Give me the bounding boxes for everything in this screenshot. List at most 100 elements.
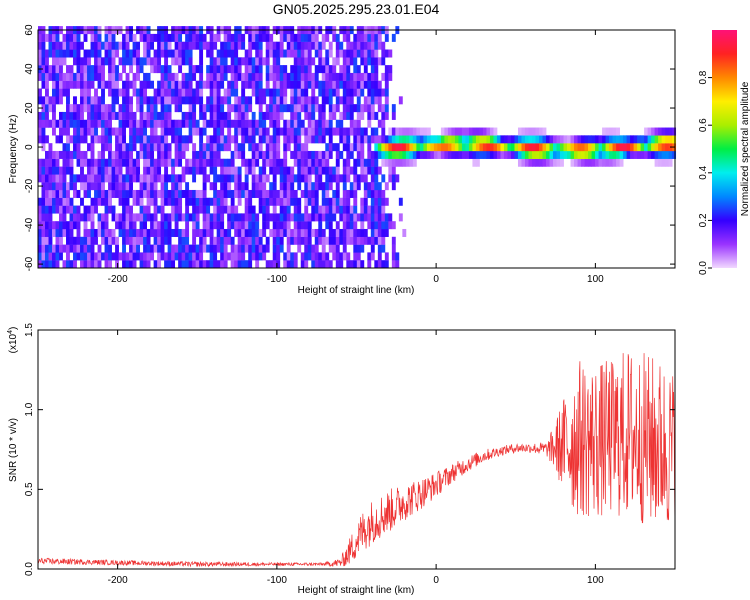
heatmap-cell [346, 33, 351, 42]
heatmap-cell [52, 244, 56, 253]
heatmap-cell [230, 244, 235, 253]
heatmap-cell [164, 80, 169, 89]
heatmap-cell [41, 189, 46, 198]
heatmap-cell [52, 49, 56, 58]
heatmap-cell [199, 158, 204, 167]
heatmap-cell [395, 158, 400, 167]
heatmap-cell [188, 65, 193, 74]
heatmap-cell [223, 252, 228, 261]
heatmap-cell [101, 143, 105, 152]
heatmap-cell [132, 57, 137, 66]
heatmap-cell [430, 135, 435, 144]
heatmap-cell [178, 104, 183, 113]
heatmap-cell [55, 228, 60, 237]
heatmap-cell [62, 197, 67, 206]
heatmap-cell [171, 228, 176, 237]
heatmap-cell [122, 213, 126, 222]
heatmap-cell [157, 41, 162, 50]
heatmap-cell [563, 150, 568, 159]
heatmap-cell [381, 104, 386, 113]
heatmap-cell [325, 72, 330, 81]
heatmap-cell [185, 182, 190, 191]
heatmap-cell [104, 33, 109, 42]
heatmap-cell [304, 205, 309, 214]
heatmap-cell [125, 166, 130, 175]
heatmap-cell [48, 96, 53, 105]
heatmap-cell [482, 143, 487, 152]
heatmap-cell [150, 33, 155, 42]
heatmap-cell [560, 143, 564, 152]
heatmap-cell [335, 104, 340, 113]
heatmap-cell [101, 150, 105, 159]
heatmap-cell [342, 158, 347, 167]
heatmap-cell [139, 197, 144, 206]
heatmap-cell [482, 135, 487, 144]
heatmap-cell [279, 65, 284, 74]
heatmap-cell [384, 221, 389, 230]
heatmap-cell [290, 80, 295, 89]
heatmap-cell [181, 189, 186, 198]
heatmap-cell [353, 182, 358, 191]
heatmap-cell [321, 236, 326, 245]
heatmap-cell [279, 174, 284, 183]
heatmap-cell [55, 166, 60, 175]
heatmap-cell [335, 88, 340, 97]
heatmap-cell [321, 260, 326, 269]
heatmap-cell [279, 205, 284, 214]
heatmap-cell [199, 236, 204, 245]
heatmap-cell [118, 88, 123, 97]
heatmap-cell [370, 135, 375, 144]
heatmap-cell [258, 228, 263, 237]
heatmap-cell [66, 119, 70, 128]
heatmap-cell [167, 88, 172, 97]
heatmap-cell [560, 158, 564, 167]
heatmap-cell [143, 143, 147, 152]
heatmap-cell [293, 41, 298, 50]
heatmap-cell [286, 182, 291, 191]
heatmap-cell [181, 260, 186, 269]
heatmap-cell [374, 228, 379, 237]
heatmap-cell [353, 57, 358, 66]
heatmap-cell [272, 111, 277, 120]
heatmap-cell [304, 96, 309, 105]
heatmap-cell [94, 33, 98, 42]
heatmap-cell [167, 150, 172, 159]
heatmap-cell [314, 260, 319, 269]
heatmap-cell [395, 174, 400, 183]
heatmap-cell [157, 158, 162, 167]
heatmap-cell [83, 244, 88, 253]
heatmap-cell [150, 252, 155, 261]
heatmap-cell [356, 228, 361, 237]
heatmap-cell [115, 189, 119, 198]
heatmap-cell [342, 221, 347, 230]
heatmap-cell [237, 143, 242, 152]
heatmap-cell [94, 57, 98, 66]
heatmap-cell [279, 244, 284, 253]
heatmap-cell [307, 96, 312, 105]
heatmap-cell [332, 197, 337, 206]
heatmap-cell [209, 244, 214, 253]
heatmap-cell [486, 150, 491, 159]
heatmap-cell [97, 111, 102, 120]
heatmap-cell [346, 49, 351, 58]
heatmap-cell [206, 143, 211, 152]
heatmap-cell [521, 158, 526, 167]
heatmap-cell [192, 197, 197, 206]
heatmap-cell [66, 65, 70, 74]
heatmap-cell [297, 96, 302, 105]
heatmap-cell [342, 104, 347, 113]
heatmap-cell [332, 213, 337, 222]
heatmap-cell [139, 119, 144, 128]
heatmap-cell [62, 228, 67, 237]
heatmap-cell [174, 80, 179, 89]
heatmap-cell [332, 236, 337, 245]
heatmap-cell [248, 135, 253, 144]
heatmap-cell [423, 127, 428, 136]
heatmap-cell [241, 41, 246, 50]
heatmap-cell [143, 182, 147, 191]
heatmap-cell [178, 260, 183, 269]
heatmap-cell [318, 260, 323, 269]
heatmap-cell [195, 189, 200, 198]
heatmap-cell [206, 49, 211, 58]
heatmap-cell [258, 252, 263, 261]
